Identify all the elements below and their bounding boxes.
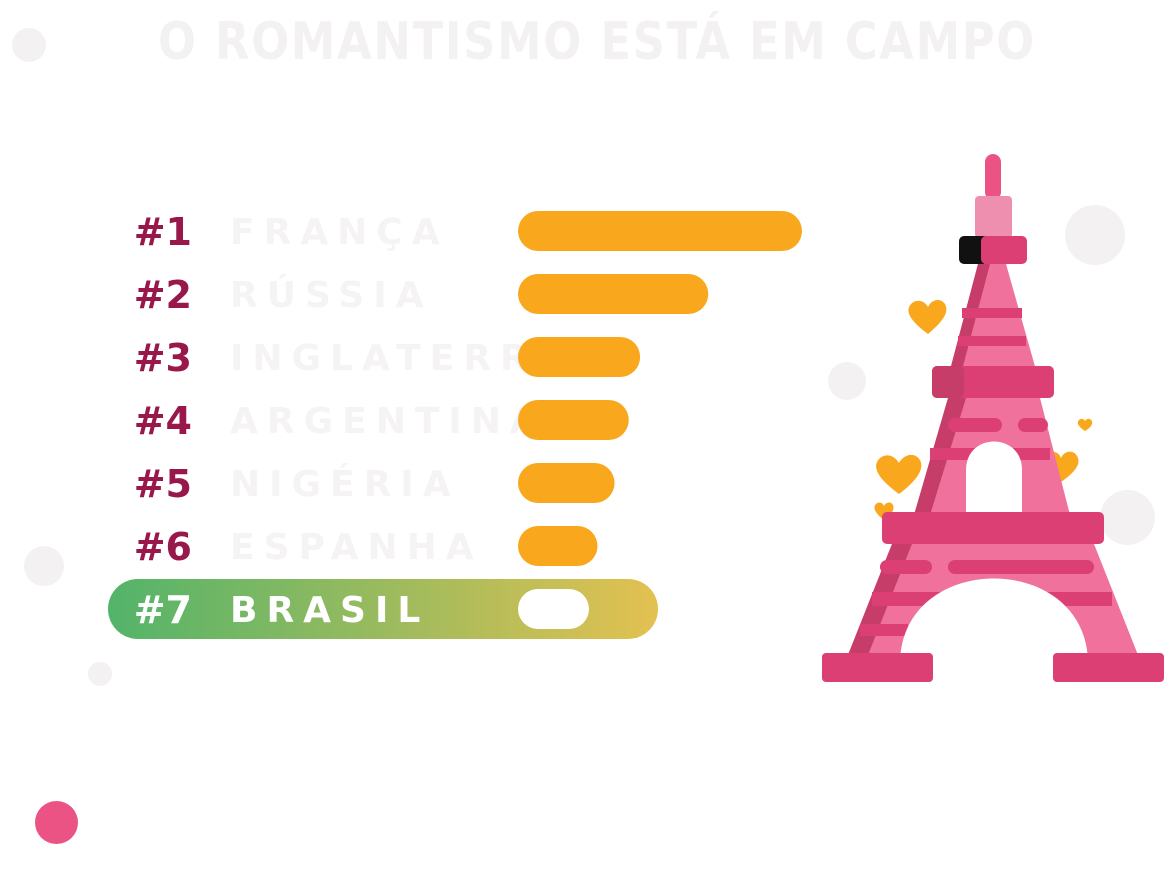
- bar: [518, 274, 709, 314]
- country-label: FRANÇA: [230, 212, 449, 253]
- rank-label: #5: [134, 462, 192, 506]
- highlight-row: [108, 579, 658, 639]
- country-label: ESPANHA: [230, 527, 483, 568]
- decor-dot: [24, 546, 64, 586]
- country-label: ARGENTINA: [230, 401, 547, 442]
- rank-label: #7: [134, 588, 192, 632]
- rank-label: #3: [134, 336, 192, 380]
- bar: [518, 400, 629, 440]
- decor-dot: [1065, 205, 1125, 265]
- rank-label: #1: [134, 210, 192, 254]
- country-label: BRASIL: [230, 590, 429, 631]
- eiffel-tower-icon: [822, 154, 1164, 682]
- rank-label: #2: [134, 273, 192, 317]
- decor-dot-pink: [35, 801, 78, 844]
- bar: [518, 337, 641, 377]
- bar: [518, 589, 589, 629]
- tower-body: [822, 154, 1164, 682]
- decor-dot: [12, 28, 46, 62]
- ranking-bar-chart: #1 FRANÇA #2 RÚSSIA #3 INGLATERRA #4 ARGENTINA #…: [108, 210, 802, 639]
- decor-dot: [1100, 490, 1155, 545]
- bar: [518, 526, 598, 566]
- country-label: NIGÉRIA: [230, 463, 460, 505]
- bar: [518, 463, 615, 503]
- bar: [518, 211, 802, 251]
- page-title: O ROMANTISMO ESTÁ EM CAMPO: [158, 12, 1037, 72]
- decor-dot: [828, 362, 866, 400]
- rank-label: #6: [134, 525, 192, 569]
- country-label: INGLATERRA: [230, 338, 574, 379]
- rank-label: #4: [134, 399, 192, 443]
- decor-dot: [88, 662, 112, 686]
- country-label: RÚSSIA: [230, 274, 432, 316]
